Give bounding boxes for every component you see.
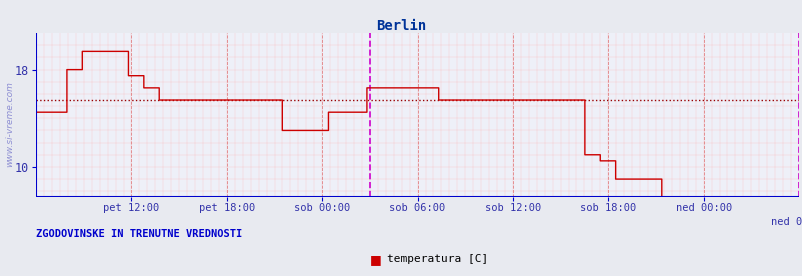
Text: ■: ■	[369, 253, 381, 266]
Text: Berlin: Berlin	[376, 19, 426, 33]
Text: temperatura [C]: temperatura [C]	[387, 254, 488, 264]
Text: www.si-vreme.com: www.si-vreme.com	[5, 81, 14, 167]
Text: ned 06:00: ned 06:00	[770, 217, 802, 227]
Text: ZGODOVINSKE IN TRENUTNE VREDNOSTI: ZGODOVINSKE IN TRENUTNE VREDNOSTI	[36, 229, 242, 239]
